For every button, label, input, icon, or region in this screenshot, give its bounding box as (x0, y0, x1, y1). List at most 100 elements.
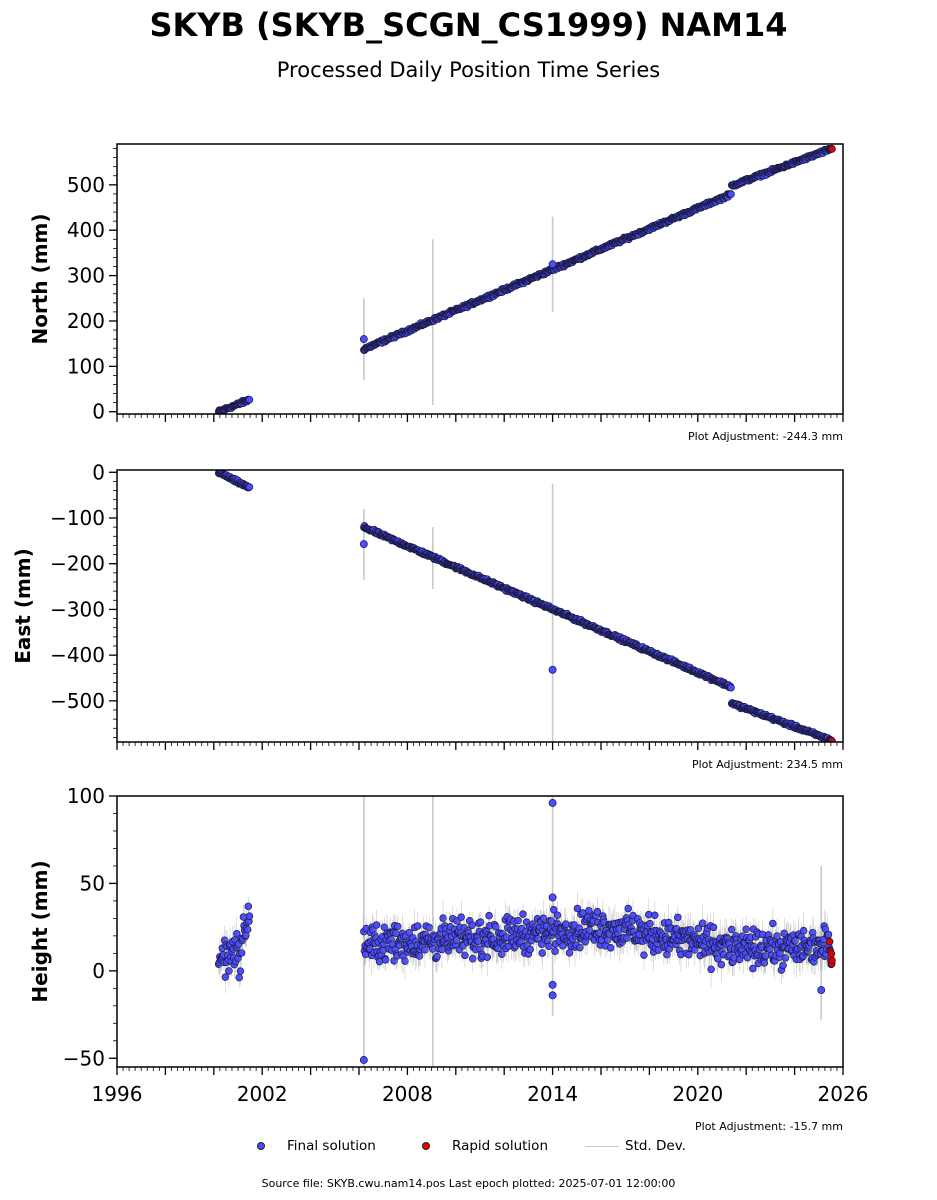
final-solution-point (491, 922, 500, 931)
final-solution-point (769, 919, 777, 928)
final-solution-point (585, 906, 593, 915)
outlier-point (548, 991, 557, 1000)
x-tick-label: 2002 (237, 1082, 288, 1106)
y-tick-label: 300 (67, 264, 105, 288)
plot-area (214, 144, 836, 414)
final-solution-point (237, 949, 246, 957)
rapid-solution-point (828, 145, 836, 153)
outlier-point (548, 980, 557, 989)
final-solution-point (468, 954, 477, 963)
final-solution-point (235, 973, 243, 982)
x-tick-label: 2014 (527, 1082, 578, 1106)
final-solution-point (640, 951, 648, 959)
plot-area (214, 470, 836, 742)
final-solution-point (461, 951, 469, 960)
final-solution-point (393, 922, 402, 931)
outlier-point (359, 540, 368, 549)
final-solution-point (514, 916, 522, 925)
final-solution-point (606, 944, 615, 952)
y-tick-label: −400 (50, 643, 105, 667)
final-solution-point (439, 914, 447, 922)
rapid-solution-point (828, 737, 836, 742)
outlier-point (548, 260, 557, 269)
panel-3: 1996 2002 2008 2014 2020 2026 −50 0 50 100 Height … (28, 784, 868, 1133)
rapid-solution-point (828, 956, 836, 965)
chart-title: SKYB (SKYB_SCGN_CS1999) NAM14 (149, 6, 788, 44)
y-tick-label: 100 (67, 354, 105, 378)
chart-subtitle: Processed Daily Position Time Series (276, 58, 661, 82)
x-tick-label: 2008 (382, 1082, 433, 1106)
final-solution-point (714, 954, 722, 963)
final-solution-point (573, 904, 582, 913)
panel-2: 0 −100 −200 −300 −400 −500 East (mm) Plot Adjus… (11, 460, 844, 771)
outlier-point (548, 665, 557, 674)
final-solution-point (646, 919, 654, 928)
final-solution-point (405, 928, 413, 937)
y-tick-label: −50 (63, 1046, 105, 1070)
x-tick-label: 2026 (818, 1082, 869, 1106)
x-tick-label: 1996 (92, 1082, 143, 1106)
final-solution-point (457, 913, 465, 921)
x-tick-label: 2020 (672, 1082, 723, 1106)
y-tick-label: −300 (50, 597, 105, 621)
final-solution-point (674, 913, 682, 922)
panel-1: 0 100 200 300 400 500 North (mm) Plot Adjustmen… (28, 143, 844, 443)
final-solution-point (425, 923, 433, 932)
outlier-point (548, 799, 557, 807)
final-solution-point (799, 926, 808, 935)
final-solution-point (372, 921, 381, 929)
final-solution-point (433, 952, 441, 961)
final-solution-point (498, 950, 506, 958)
final-solution-point (526, 945, 534, 954)
final-solution-point (781, 954, 790, 962)
final-solution-point (824, 930, 833, 939)
final-solution-point (773, 932, 781, 940)
final-solution-point (245, 912, 254, 920)
legend-std-label: Std. Dev. (625, 1138, 686, 1154)
final-solution-point (742, 925, 750, 933)
y-tick-label: 0 (92, 959, 105, 983)
final-solution-point (717, 960, 726, 969)
legend-final-label: Final solution (287, 1138, 376, 1154)
final-solution-point (538, 949, 547, 957)
final-solution-point (707, 965, 715, 974)
outlier-point (359, 1056, 368, 1064)
final-solution-point (225, 967, 233, 975)
rapid-marker-icon (422, 1142, 430, 1150)
final-solution-point (545, 942, 553, 951)
y-axis-label: North (mm) (28, 213, 52, 344)
y-tick-label: 50 (80, 871, 105, 895)
final-solution-point (401, 957, 409, 965)
rapid-solution-point (825, 937, 834, 946)
final-solution-point (381, 956, 390, 964)
final-solution-point (727, 925, 736, 934)
source-note: Source file: SKYB.cwu.nam14.pos Last epo… (261, 1177, 676, 1190)
final-solution-point (779, 961, 787, 970)
y-axis-label: Height (mm) (28, 860, 52, 1002)
outlier-point (359, 335, 368, 344)
final-solution-point (233, 929, 241, 938)
final-solution-point (519, 910, 527, 918)
std-line-icon (585, 1146, 619, 1147)
final-solution-point (485, 911, 493, 920)
final-solution-point (727, 684, 735, 692)
final-solution-point (727, 190, 735, 198)
final-solution-point (483, 953, 492, 962)
final-solution-point (684, 951, 693, 959)
y-tick-label: 200 (67, 309, 105, 333)
outlier-point (817, 986, 826, 995)
final-solution-point (243, 925, 252, 934)
final-solution-point (236, 967, 245, 975)
final-solution-point (245, 395, 254, 404)
final-solution-point (698, 919, 707, 928)
final-solution-point (686, 926, 695, 934)
final-solution-point (749, 964, 757, 973)
y-tick-label: 0 (92, 400, 105, 424)
outlier-point (548, 893, 557, 902)
final-solution-point (221, 973, 230, 981)
y-axis-label: East (mm) (11, 548, 35, 664)
plot-adjustment-note: Plot Adjustment: -244.3 mm (688, 430, 843, 443)
y-tick-label: −200 (50, 552, 105, 576)
final-solution-point (245, 483, 254, 491)
